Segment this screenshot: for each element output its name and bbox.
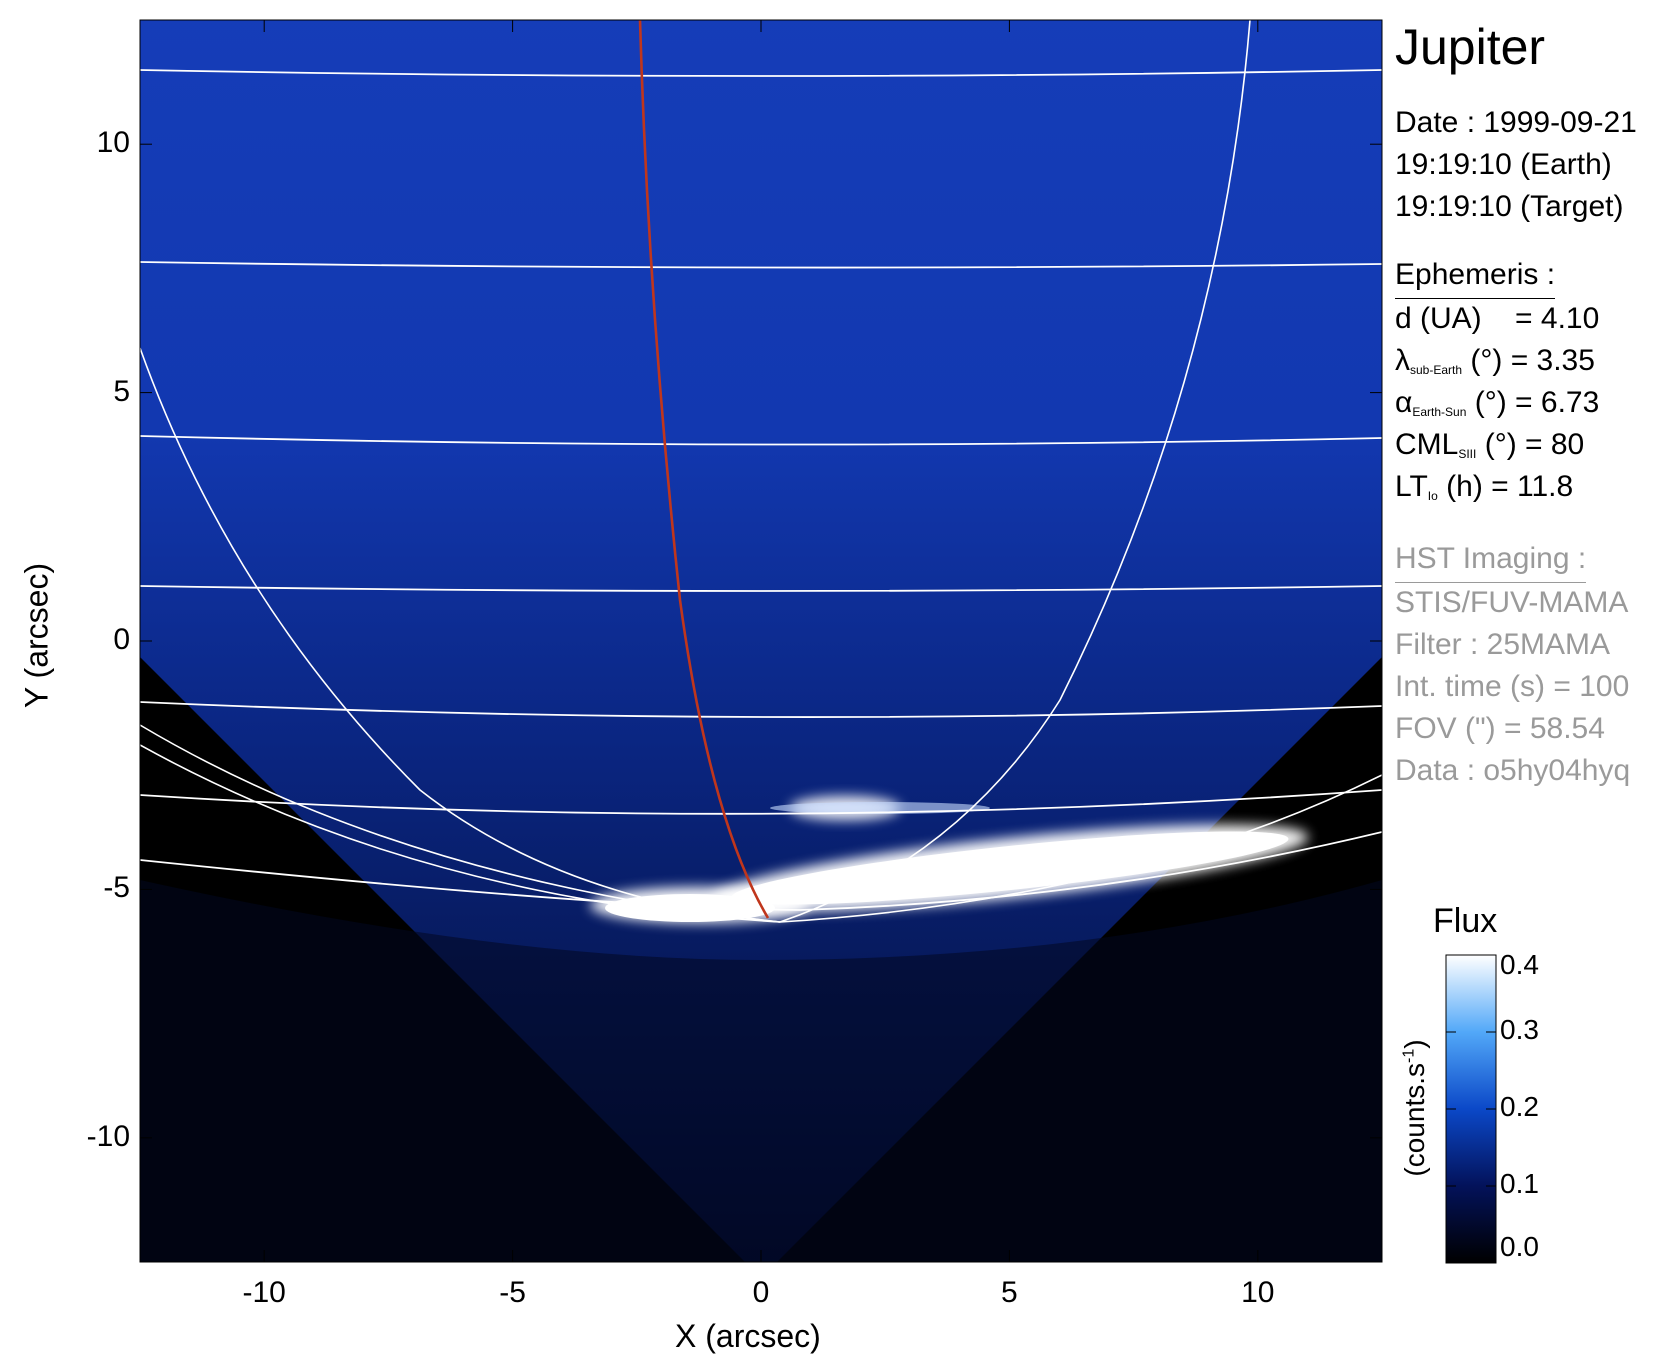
local-time-row: LTIo (h) = 11.8 bbox=[1395, 470, 1574, 503]
target-time: 19:19:10 (Target) bbox=[1395, 190, 1624, 223]
x-tick-label: 5 bbox=[1001, 1276, 1018, 1309]
y-tick-label: 0 bbox=[113, 623, 130, 656]
planet-title: Jupiter bbox=[1395, 19, 1546, 75]
fov-text: FOV (") = 58.54 bbox=[1395, 712, 1605, 745]
night-sky-region bbox=[140, 880, 1382, 1262]
tick-marks bbox=[140, 20, 1382, 1262]
hst-imaging-header: HST Imaging : bbox=[1395, 538, 1587, 583]
latitude-grid bbox=[140, 69, 1382, 911]
colorbar-units-label: (counts.s-1) bbox=[1399, 1039, 1430, 1177]
y-tick-label: 10 bbox=[96, 126, 130, 160]
x-axis-label: X (arcsec) bbox=[675, 1318, 821, 1354]
integration-time-text: Int. time (s) = 100 bbox=[1395, 670, 1630, 703]
distance-row: d (UA) = 4.10 bbox=[1395, 302, 1600, 335]
y-tick-label: -10 bbox=[86, 1119, 130, 1153]
ephemeris-header: Ephemeris : bbox=[1395, 254, 1556, 299]
y-tick-label: 5 bbox=[113, 374, 130, 408]
y-axis-label: Y (arcsec) bbox=[18, 562, 55, 709]
colorbar-tick-label: 0.0 bbox=[1500, 1231, 1539, 1262]
colorbar-title: Flux bbox=[1433, 902, 1498, 940]
cml-row: CMLSIII (°) = 80 bbox=[1395, 428, 1585, 461]
phase-angle-row: αEarth-Sun (°) = 6.73 bbox=[1395, 386, 1600, 419]
filter-text: Filter : 25MAMA bbox=[1395, 628, 1611, 661]
io-footprint-curve bbox=[638, 20, 770, 919]
y-tick-label: -5 bbox=[103, 871, 130, 905]
x-tick-label: 0 bbox=[752, 1276, 770, 1309]
colorbar-tick-label: 0.3 bbox=[1500, 1014, 1539, 1045]
colorbar-tick-label: 0.2 bbox=[1500, 1091, 1539, 1122]
longitude-grid bbox=[140, 20, 1382, 923]
earth-time: 19:19:10 (Earth) bbox=[1395, 148, 1612, 181]
sub-earth-latitude-row: λsub-Earth (°) = 3.35 bbox=[1395, 344, 1595, 377]
colorbar-ticks bbox=[1446, 954, 1496, 1264]
data-id-text: Data : o5hy04hyq bbox=[1395, 754, 1631, 787]
date-text: Date : 1999-09-21 bbox=[1395, 106, 1637, 139]
x-tick-label: 10 bbox=[1241, 1276, 1275, 1309]
colorbar-tick-label: 0.4 bbox=[1500, 949, 1539, 980]
instrument-text: STIS/FUV-MAMA bbox=[1395, 586, 1629, 619]
x-tick-label: -10 bbox=[242, 1276, 286, 1309]
x-tick-label: -5 bbox=[499, 1276, 526, 1309]
colorbar-tick-label: 0.1 bbox=[1500, 1168, 1539, 1199]
